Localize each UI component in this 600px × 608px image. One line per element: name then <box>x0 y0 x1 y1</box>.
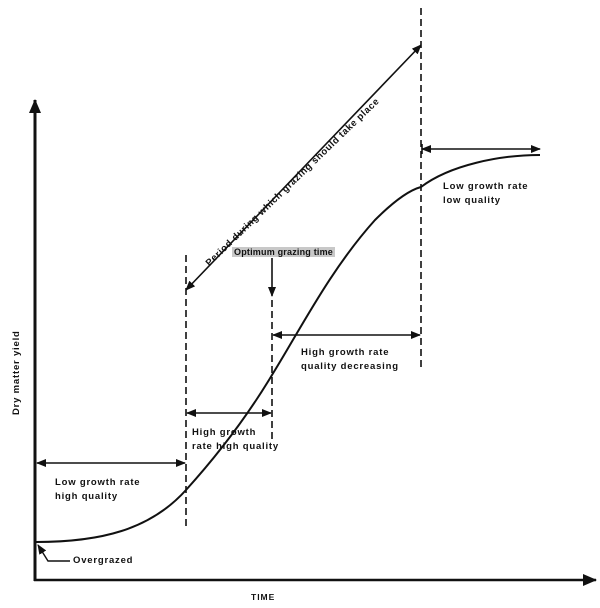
phase4-line2: low quality <box>443 195 501 206</box>
overgrazed-label: Overgrazed <box>73 555 134 566</box>
optimum-grazing-label: Optimum grazing time <box>232 245 336 260</box>
x-axis-label: TIME <box>251 592 276 602</box>
phase2-label: High growth rate high quality <box>192 426 279 454</box>
overgrazed-leader <box>37 544 70 562</box>
phase1-line2: high quality <box>55 491 118 502</box>
phase1-label: Low growth rate high quality <box>55 476 140 504</box>
y-axis-label: Dry matter yield <box>11 330 22 415</box>
grazing-period-arrow <box>185 44 422 291</box>
phase4-line1: Low growth rate <box>443 181 529 192</box>
phase3-line2: quality decreasing <box>301 361 399 372</box>
phase2-line2: rate high quality <box>192 441 279 452</box>
phase2-line1: High growth <box>192 427 257 438</box>
phase3-line1: High growth rate <box>301 347 390 358</box>
optimum-grazing-text: Optimum grazing time <box>232 247 336 257</box>
phase1-line1: Low growth rate <box>55 477 141 488</box>
phase4-label: Low growth rate low quality <box>443 180 528 208</box>
phase3-label: High growth rate quality decreasing <box>301 346 399 374</box>
